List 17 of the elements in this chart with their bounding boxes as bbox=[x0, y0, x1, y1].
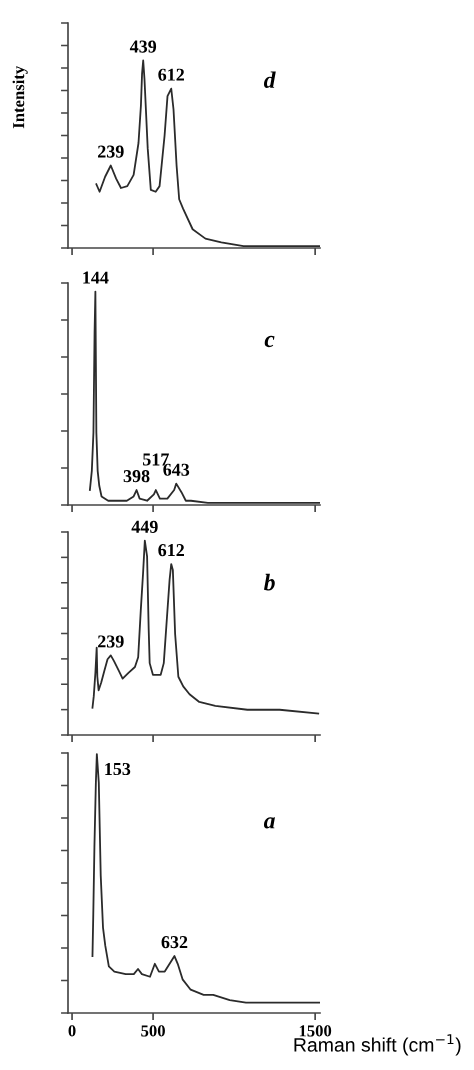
annotation: 632 bbox=[161, 936, 188, 949]
annotation: 612 bbox=[158, 68, 184, 81]
y-axis-title: Intensity bbox=[12, 65, 28, 129]
annotation: 449 bbox=[131, 520, 158, 533]
text: c bbox=[264, 335, 275, 348]
x-tick-label: 0 bbox=[68, 1025, 76, 1037]
annotation: 239 bbox=[98, 145, 124, 158]
x-tick-label: 500 bbox=[141, 1025, 165, 1037]
chart-title: d bbox=[263, 71, 276, 89]
text: b bbox=[264, 573, 275, 591]
annotation: 239 bbox=[98, 635, 124, 648]
annotation: 398 bbox=[123, 470, 150, 483]
annotation: 153 bbox=[105, 762, 131, 776]
annotation: 144 bbox=[83, 271, 109, 284]
annotation: 612 bbox=[158, 544, 184, 557]
text: a bbox=[263, 817, 275, 829]
annotation: 439 bbox=[129, 40, 157, 53]
